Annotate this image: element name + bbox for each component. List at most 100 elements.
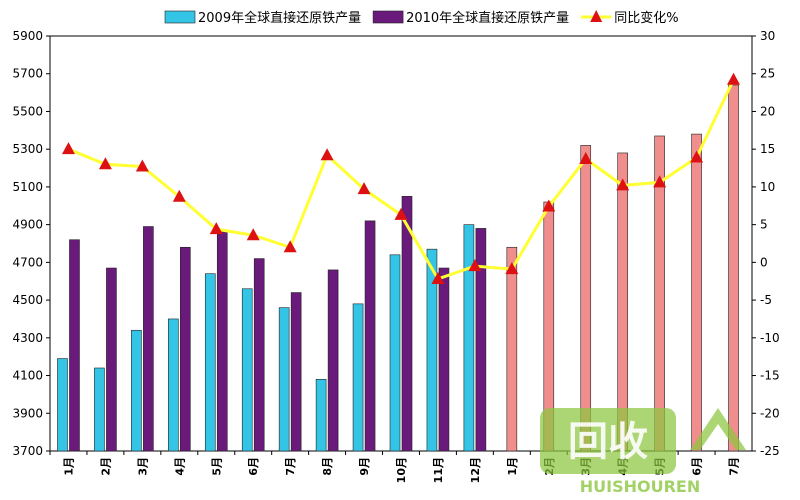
bar <box>69 239 80 452</box>
line-point <box>320 148 334 161</box>
legend-label: 同比变化% <box>614 10 678 26</box>
bar <box>94 367 105 452</box>
left-tick-label: 4700 <box>12 255 43 269</box>
x-tick-label: 8月 <box>321 457 334 476</box>
bar <box>253 258 265 452</box>
bar <box>401 196 413 452</box>
bar <box>168 318 179 452</box>
x-tick-label: 7月 <box>728 457 741 476</box>
legend-swatch <box>372 10 404 24</box>
bar <box>327 269 339 452</box>
left-tick-label: 3700 <box>12 444 43 458</box>
legend-swatch <box>164 10 196 24</box>
left-tick-label: 4500 <box>12 293 43 307</box>
line-point <box>727 72 741 85</box>
left-tick-label: 4100 <box>12 369 43 383</box>
legend-label: 2009年全球直接还原铁产量 <box>198 10 361 26</box>
bar <box>364 220 376 452</box>
bar <box>728 84 739 452</box>
x-tick-label: 5月 <box>210 457 223 476</box>
plot-area: 3700390041004300450047004900510053005500… <box>12 29 779 483</box>
bar <box>506 246 518 452</box>
bar <box>315 379 327 452</box>
watermark-person-icon <box>690 408 746 450</box>
x-tick-label: 9月 <box>358 457 371 476</box>
bar <box>204 273 216 452</box>
x-tick-label: 3月 <box>136 457 149 476</box>
right-tick-label: -25 <box>760 444 780 458</box>
x-tick-label: 11月 <box>432 457 445 483</box>
bar <box>475 228 487 452</box>
bar <box>438 267 450 452</box>
x-tick-label: 7月 <box>284 457 297 476</box>
right-tick-label: 30 <box>760 29 775 43</box>
bar <box>278 307 290 452</box>
right-tick-label: -10 <box>760 331 780 345</box>
x-tick-label: 6月 <box>247 457 260 476</box>
bar <box>580 145 592 452</box>
right-tick-label: -5 <box>760 293 772 307</box>
legend: 2009年全球直接还原铁产量 2010年全球直接还原铁产量 同比变化% <box>164 10 679 26</box>
right-tick-label: 20 <box>760 104 775 118</box>
x-tick-label: 1月 <box>62 457 75 476</box>
right-tick-label: 10 <box>760 180 775 194</box>
x-tick-label: 4月 <box>173 457 186 476</box>
bar <box>57 358 68 452</box>
bar <box>180 246 191 452</box>
x-tick-label: 6月 <box>691 457 704 476</box>
bar <box>290 292 302 452</box>
bar <box>143 226 154 452</box>
right-tick-label: 0 <box>760 255 768 269</box>
line-point <box>394 207 408 220</box>
line-point <box>542 199 556 212</box>
right-tick-label: -20 <box>760 406 780 420</box>
bar <box>241 288 253 452</box>
bar <box>691 133 702 452</box>
watermark-main: 回收 <box>568 419 648 465</box>
left-tick-label: 3900 <box>12 406 43 420</box>
right-tick-label: -15 <box>760 369 780 383</box>
bar <box>352 303 364 452</box>
legend-marker <box>590 10 603 22</box>
line-point <box>357 182 371 195</box>
left-tick-label: 5300 <box>12 142 43 156</box>
watermark-box <box>540 408 676 474</box>
line-point <box>283 240 297 253</box>
left-tick-label: 4900 <box>12 218 43 232</box>
x-tick-label: 10月 <box>395 457 408 483</box>
watermark-sub: HUISHOUREN <box>580 477 700 496</box>
right-tick-label: 15 <box>760 142 775 156</box>
left-tick-label: 5100 <box>12 180 43 194</box>
line-point <box>579 151 593 164</box>
left-tick-label: 5900 <box>12 29 43 43</box>
bar <box>426 248 438 452</box>
bar <box>131 329 142 452</box>
bar <box>463 224 475 452</box>
x-tick-label: 12月 <box>469 457 482 483</box>
x-tick-label: 2月 <box>99 457 112 476</box>
left-tick-label: 5500 <box>12 104 43 118</box>
bar <box>617 152 628 452</box>
bar <box>389 254 401 452</box>
right-tick-label: 5 <box>760 218 768 232</box>
line-point <box>653 175 667 188</box>
line-point <box>468 259 482 272</box>
line-point <box>431 271 445 284</box>
line-point <box>505 262 519 275</box>
line-point <box>61 142 75 155</box>
legend-label: 2010年全球直接还原铁产量 <box>406 10 569 26</box>
line-point <box>135 159 149 172</box>
line-point <box>98 157 112 170</box>
line-point <box>246 228 260 241</box>
line-point <box>209 222 223 235</box>
line-point <box>616 178 630 191</box>
bar <box>216 229 228 452</box>
bar <box>106 267 117 452</box>
right-tick-label: 25 <box>760 67 775 81</box>
watermark: 回收 HUISHOUREN <box>540 408 746 496</box>
left-tick-label: 5700 <box>12 67 43 81</box>
x-tick-label: 1月 <box>506 457 519 476</box>
left-tick-label: 4300 <box>12 331 43 345</box>
line-point <box>172 189 186 202</box>
